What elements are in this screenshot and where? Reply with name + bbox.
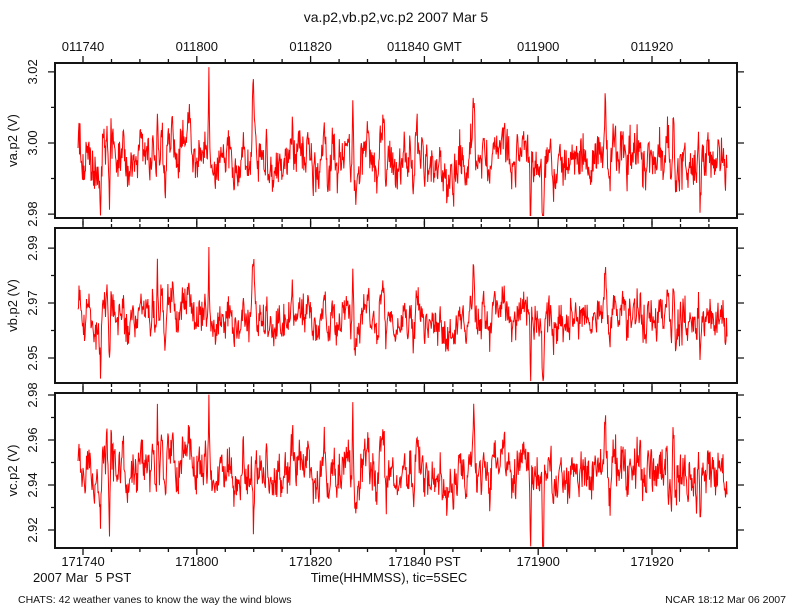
footer-ncar-timestamp: NCAR 18:12 Mar 06 2007 [665, 594, 786, 606]
top-tick-label: 011900 [517, 39, 559, 54]
ytick-label-vc.p2: 2.92 [25, 517, 40, 542]
ticks-vb.p2 [48, 221, 744, 390]
x-axis-date-label: 2007 Mar 5 PST [33, 570, 132, 585]
footer-project-note: CHATS: 42 weather vanes to know the way … [18, 594, 292, 606]
ytick-label-vb.p2: 2.99 [25, 235, 40, 260]
y-axis-label-vc.p2: vc.p2 (V) [5, 444, 20, 496]
trace-va.p2 [77, 67, 728, 216]
bottom-tick-label: 171820 [289, 554, 332, 569]
top-tick-label: 011920 [631, 39, 673, 54]
y-axis-label-vb.p2: vb.p2 (V) [5, 279, 20, 332]
ytick-label-va.p2: 2.98 [25, 201, 40, 226]
chart-title: va.p2,vb.p2,vc.p2 2007 Mar 5 [303, 9, 489, 25]
trace-vc.p2 [77, 394, 728, 547]
ytick-label-va.p2: 3.00 [25, 130, 40, 155]
top-tick-label: 011800 [176, 39, 218, 54]
bottom-tick-label: 171840 PST [388, 554, 460, 569]
x-axis-caption: Time(HHMMSS), tic=5SEC [310, 570, 468, 585]
ticks-vc.p2 [48, 386, 744, 555]
y-axis-label-va.p2: va.p2 (V) [5, 114, 20, 167]
bottom-tick-label: 171920 [630, 554, 673, 569]
ytick-label-vb.p2: 2.95 [25, 345, 40, 370]
ticks-va.p2 [48, 56, 744, 225]
top-tick-label: 011820 [289, 39, 331, 54]
ytick-label-va.p2: 3.02 [25, 59, 40, 84]
bottom-tick-label: 171900 [517, 554, 560, 569]
ytick-label-vc.p2: 2.94 [25, 472, 40, 497]
top-tick-label: 011840 GMT [387, 39, 462, 54]
bottom-tick-label: 171740 [61, 554, 104, 569]
bottom-tick-label: 171800 [175, 554, 218, 569]
ytick-label-vc.p2: 2.96 [25, 427, 40, 452]
trace-vb.p2 [77, 246, 728, 382]
ytick-label-vb.p2: 2.97 [25, 290, 40, 315]
ytick-label-vc.p2: 2.98 [25, 382, 40, 407]
top-tick-label: 011740 [62, 39, 104, 54]
